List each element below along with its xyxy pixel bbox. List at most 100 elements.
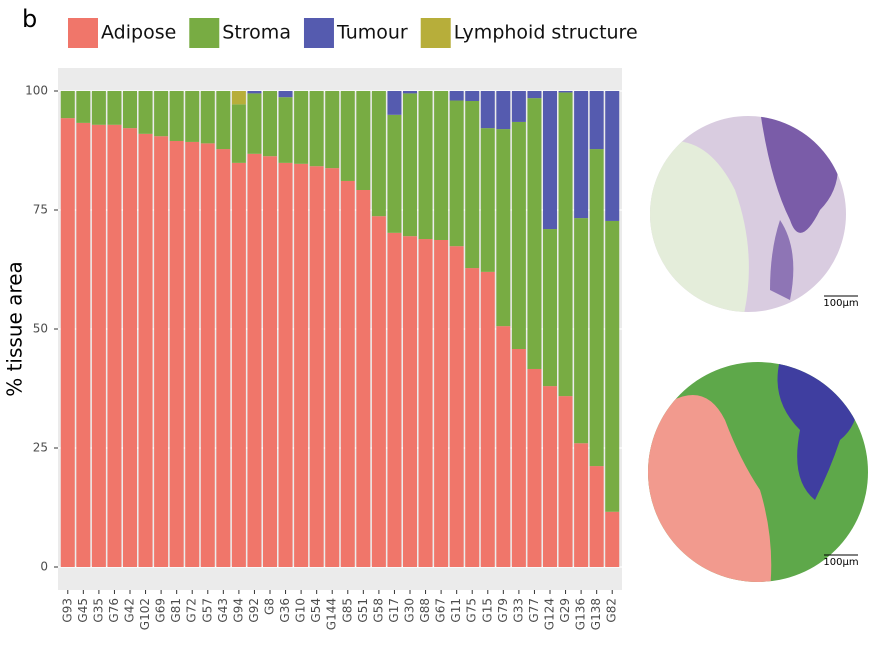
- x-tick-label: G17: [387, 598, 401, 623]
- x-tick-label: G81: [169, 598, 183, 623]
- bar-segment: [590, 91, 604, 149]
- x-tick-label: G51: [356, 598, 370, 623]
- bar-segment: [201, 91, 215, 143]
- bar-segment: [232, 104, 246, 163]
- bar-segment: [123, 91, 137, 128]
- bar-segment: [605, 91, 619, 221]
- bar-segment: [92, 91, 106, 125]
- x-tick-label: G29: [558, 598, 572, 623]
- x-tick-label: G57: [200, 598, 214, 623]
- bar-segment: [434, 240, 448, 567]
- bar-segment: [61, 118, 75, 567]
- bar-segment: [527, 91, 541, 98]
- bar-segment: [574, 91, 588, 218]
- legend-swatch: [189, 18, 219, 48]
- x-tick-label: G85: [340, 598, 354, 623]
- x-tick-label: G136: [574, 598, 588, 630]
- bar-segment: [465, 268, 479, 567]
- x-tick-label: G93: [60, 598, 74, 623]
- bar-segment: [139, 134, 153, 567]
- bar-segment: [450, 101, 464, 247]
- bar-segment: [387, 91, 401, 115]
- bar-segment: [605, 512, 619, 567]
- bar-segment: [481, 272, 495, 567]
- bar-segment: [279, 97, 293, 163]
- bar-segment: [294, 164, 308, 567]
- x-tick-label: G10: [294, 598, 308, 623]
- x-tick-label: G43: [216, 598, 230, 623]
- x-tick-label: G94: [231, 598, 245, 623]
- bar-segment: [590, 466, 604, 567]
- bar-segment: [465, 101, 479, 268]
- bar-segment: [527, 98, 541, 369]
- bar-segment: [232, 91, 246, 104]
- legend-label: Stroma: [222, 22, 291, 44]
- x-tick-label: G36: [278, 598, 292, 623]
- legend-swatch: [68, 18, 98, 48]
- bar-segment: [512, 91, 526, 122]
- bar-segment: [247, 91, 261, 93]
- x-tick-label: G102: [138, 598, 152, 630]
- bar-segment: [403, 236, 417, 567]
- bar-segment: [372, 91, 386, 216]
- bar-segment: [325, 91, 339, 168]
- bar-segment: [387, 115, 401, 233]
- bar-segment: [450, 246, 464, 567]
- legend-swatch: [304, 18, 334, 48]
- bar-segment: [605, 221, 619, 512]
- bar-segment: [216, 91, 230, 149]
- bar-segment: [154, 91, 168, 136]
- x-tick-label: G33: [511, 598, 525, 623]
- bar-segment: [310, 91, 324, 166]
- bar-segment: [232, 163, 246, 567]
- x-tick-label: G92: [247, 598, 261, 623]
- x-tick-label: G76: [107, 598, 121, 623]
- x-tick-label: G42: [123, 598, 137, 623]
- bar-segment: [590, 149, 604, 466]
- legend-label: Lymphoid structure: [454, 22, 638, 44]
- bar-segment: [263, 156, 277, 567]
- legend-swatch: [421, 18, 451, 48]
- bar-segment: [527, 369, 541, 567]
- x-tick-label: G144: [325, 598, 339, 630]
- x-tick-label: G72: [185, 598, 199, 623]
- x-tick-label: G79: [496, 598, 510, 623]
- bar-segment: [496, 91, 510, 129]
- bar-segment: [201, 143, 215, 567]
- x-tick-label: G67: [434, 598, 448, 623]
- bar-segment: [216, 149, 230, 567]
- y-tick-label: 75: [33, 203, 48, 217]
- bar-segment: [325, 168, 339, 567]
- bar-segment: [543, 229, 557, 386]
- bar-segment: [543, 91, 557, 229]
- legend-label: Tumour: [336, 22, 408, 44]
- x-tick-label: G30: [403, 598, 417, 623]
- bar-segment: [559, 92, 573, 396]
- legend-label: Adipose: [101, 22, 176, 44]
- bar-segment: [341, 91, 355, 181]
- bar-segment: [247, 154, 261, 567]
- bar-segment: [247, 93, 261, 153]
- bar-segment: [341, 181, 355, 567]
- bar-segment: [279, 91, 293, 97]
- x-tick-label: G88: [418, 598, 432, 623]
- x-tick-label: G77: [527, 598, 541, 623]
- bar-segment: [512, 349, 526, 567]
- x-tick-label: G58: [371, 598, 385, 623]
- bar-segment: [465, 91, 479, 101]
- x-tick-label: G124: [543, 598, 557, 630]
- bar-segment: [403, 93, 417, 236]
- bar-segment: [419, 239, 433, 567]
- bar-segment: [403, 91, 417, 93]
- bar-segment: [76, 91, 90, 123]
- bar-segment: [434, 91, 448, 240]
- x-tick-label: G8: [263, 598, 277, 615]
- scale-bar-label: 100µm: [823, 298, 858, 309]
- x-tick-label: G75: [465, 598, 479, 623]
- x-tick-label: G138: [589, 598, 603, 630]
- bar-segment: [356, 190, 370, 567]
- bar-segment: [356, 91, 370, 190]
- bar-segment: [170, 91, 184, 141]
- y-tick-label: 100: [25, 84, 48, 98]
- bar-segment: [185, 91, 199, 142]
